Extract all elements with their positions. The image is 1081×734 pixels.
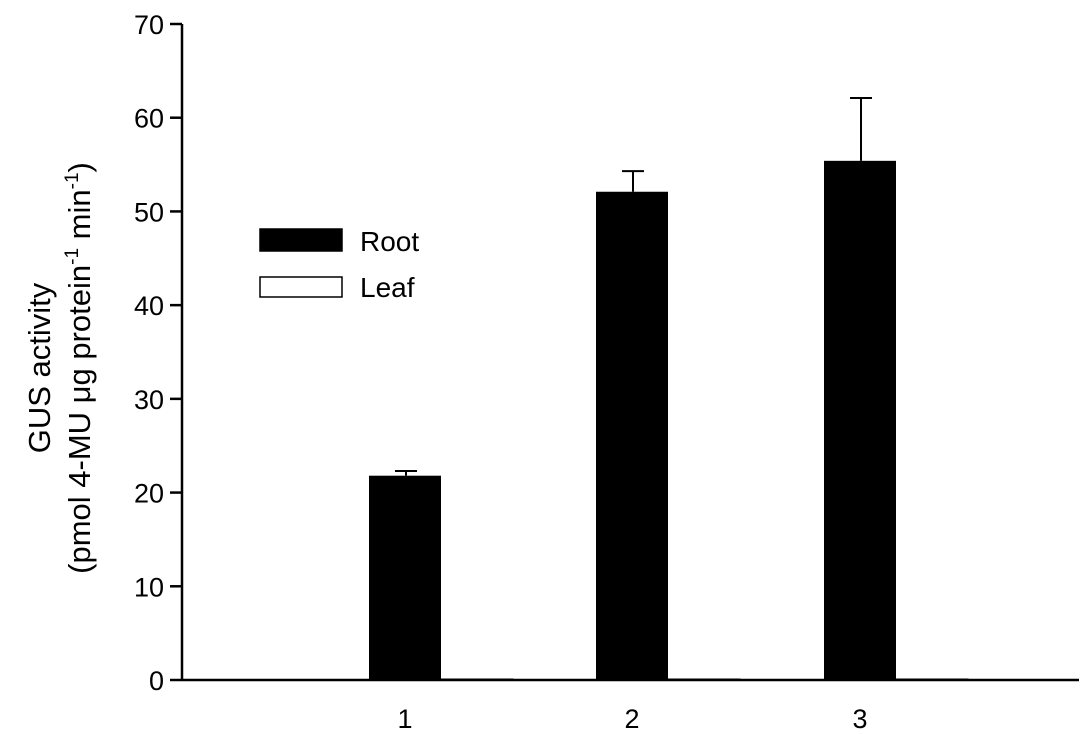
legend-label-leaf: Leaf [360,272,415,303]
bar-leaf [667,678,741,681]
legend: Root Leaf [259,226,419,303]
y-tick-label: 0 [149,666,164,696]
y-tick-label: 50 [134,197,164,227]
x-tick-label: 3 [852,704,867,734]
y-tick-label: 30 [134,385,164,415]
y-axis-label-line1: GUS activity [22,282,57,453]
y-axis-label: GUS activity (pmol 4-MU μg protein-1 min… [22,162,97,574]
bar-root [824,160,896,680]
bar-leaf [440,678,514,681]
y-tick-label: 40 [134,291,164,321]
y-tick-label: 20 [134,479,164,509]
y-tick-label: 60 [134,104,164,134]
y-ticks: 0 10 20 30 40 50 60 70 [134,10,182,696]
y-axis-label-line2: (pmol 4-MU μg protein-1 min-1) [62,162,97,574]
legend-swatch-leaf [259,276,343,298]
legend-label-root: Root [360,226,419,257]
bar-root [369,475,441,680]
legend-swatch-root [259,228,343,252]
x-ticks: 1 2 3 [397,704,867,734]
y-tick-label: 10 [134,572,164,602]
bar-root [596,191,668,680]
y-tick-label: 70 [134,10,164,40]
bars [369,97,969,681]
x-tick-label: 1 [397,704,412,734]
bar-leaf [895,678,969,681]
x-tick-label: 2 [624,704,639,734]
